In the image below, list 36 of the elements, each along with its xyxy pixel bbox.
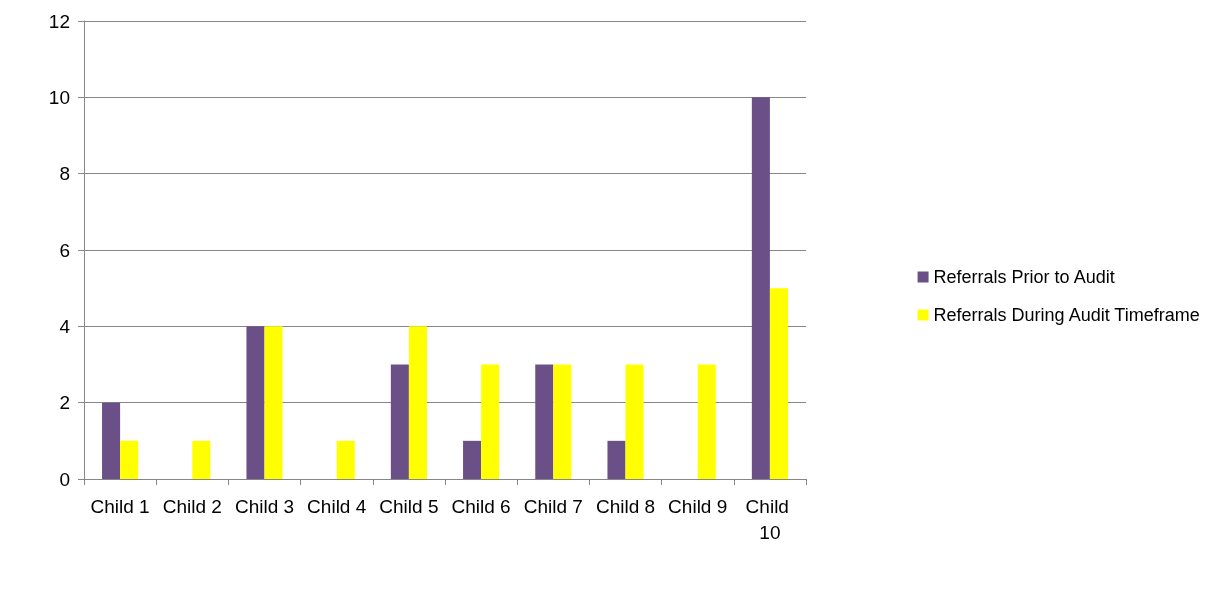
bar (607, 440, 626, 479)
x-tick-label: Child 6 (451, 495, 511, 517)
y-tick-label: 12 (48, 10, 70, 32)
y-tick-label: 2 (59, 392, 70, 414)
x-tick-label: Child 7 (523, 495, 583, 517)
y-tick-label: 10 (48, 86, 70, 108)
y-tick-label: 4 (59, 315, 71, 337)
bar (751, 97, 770, 479)
bar (246, 326, 265, 479)
x-tick-label: Child 3 (234, 495, 295, 517)
bar (408, 326, 427, 479)
bar (120, 440, 139, 479)
bar (697, 364, 716, 479)
y-tick-label: 6 (59, 239, 70, 261)
x-tick-label: Child 4 (307, 495, 367, 517)
x-tick-label: Child 1 (90, 495, 150, 517)
y-tick-label: 0 (59, 468, 70, 490)
bar (102, 402, 121, 479)
bar (192, 440, 211, 479)
x-tick-label: Child 5 (379, 495, 439, 517)
bar (481, 364, 500, 479)
bar (769, 288, 788, 479)
bar (553, 364, 572, 479)
x-tick-label: Child 8 (595, 495, 656, 517)
bar (264, 326, 283, 479)
x-tick-label: Child 10 (745, 495, 795, 543)
legend-label: Referrals Prior to Audit (933, 267, 1115, 287)
bar (390, 364, 409, 479)
bar (625, 364, 644, 479)
bar (463, 440, 482, 479)
y-tick-label: 8 (59, 163, 70, 185)
bar (336, 440, 355, 479)
x-tick-label: Child 2 (162, 495, 222, 517)
x-tick-label: Child 9 (668, 495, 728, 517)
bar (535, 364, 554, 479)
legend-label: Referrals During Audit Timeframe (933, 305, 1200, 325)
